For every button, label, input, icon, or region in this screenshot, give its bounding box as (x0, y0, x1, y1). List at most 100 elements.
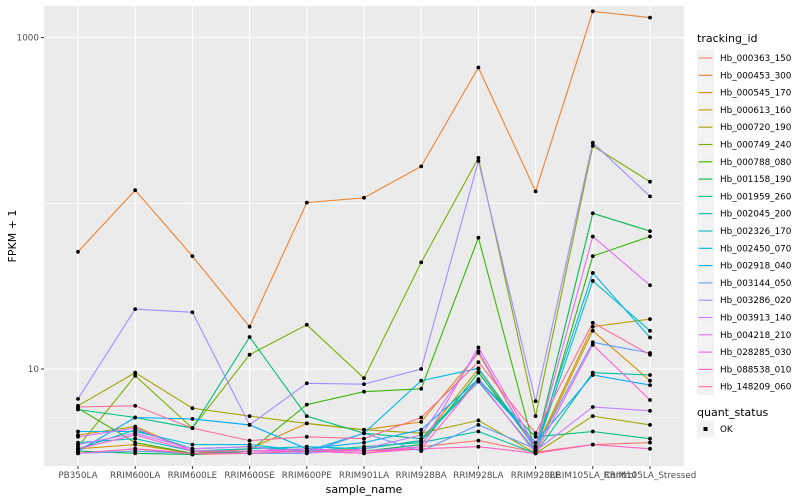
data-point (190, 417, 195, 421)
data-point (476, 235, 481, 240)
data-point (476, 429, 481, 434)
data-point (76, 249, 80, 254)
data-point (648, 15, 652, 20)
data-point (362, 427, 366, 432)
data-point (419, 420, 424, 424)
data-point (304, 434, 309, 439)
data-point (190, 254, 195, 258)
data-point (362, 195, 366, 200)
data-point (648, 398, 652, 402)
data-point (247, 352, 252, 357)
data-point (304, 421, 309, 426)
data-point (362, 436, 366, 441)
data-point (476, 370, 481, 375)
data-point (590, 254, 595, 258)
legend-item: Hb_000788_080 (697, 153, 792, 171)
x-tick-label: RRIM600SE (224, 471, 274, 481)
legend-item: Hb_002326_170 (697, 222, 792, 240)
data-point (590, 405, 595, 409)
legend-label: Hb_000749_240 (720, 141, 792, 151)
data-point (76, 446, 80, 451)
legend-label: Hb_088538_010 (720, 365, 792, 375)
legend-label: Hb_000613_160 (720, 106, 792, 116)
data-point (76, 397, 80, 401)
data-point (590, 320, 595, 325)
legend-label: Hb_003144_050 (720, 279, 792, 289)
legend-item: Hb_001959_260 (697, 187, 792, 205)
data-point (590, 9, 595, 14)
data-point (247, 451, 252, 456)
legend-label: Hb_028285_030 (720, 348, 792, 358)
legend-label: Hb_003286_020 (720, 296, 792, 306)
data-point (304, 322, 309, 327)
x-tick-label: RRIM600LE (168, 471, 218, 481)
data-point (247, 438, 252, 443)
data-point (76, 442, 80, 447)
legend-item: Hb_000363_150 (697, 49, 792, 67)
data-point (648, 352, 652, 357)
data-point (247, 414, 252, 418)
data-point (133, 440, 138, 445)
legend-item: Hb_000749_240 (697, 136, 792, 153)
data-point (590, 279, 595, 283)
data-point (590, 140, 595, 145)
data-point (304, 381, 309, 386)
data-point (362, 440, 366, 445)
data-point (419, 446, 424, 451)
data-point (648, 440, 652, 445)
legend2-title: quant_status (697, 406, 769, 419)
data-point (362, 376, 366, 381)
legend2-label: OK (720, 425, 733, 435)
data-point (648, 383, 652, 387)
data-point (590, 442, 595, 447)
data-point (476, 366, 481, 371)
x-axis-title: sample_name (326, 483, 403, 496)
data-point (476, 418, 481, 423)
legend-label: Hb_002326_170 (720, 227, 792, 237)
legend2-items: OK (697, 420, 733, 438)
data-point (419, 415, 424, 420)
data-point (476, 156, 481, 160)
legend-label: Hb_000788_080 (720, 158, 792, 168)
data-point (133, 373, 138, 378)
points-layer (76, 9, 652, 457)
data-point (247, 335, 252, 339)
legend-item: Hb_001158_190 (697, 170, 792, 188)
data-point (590, 211, 595, 216)
x-tick-label: RRIM901LA (339, 471, 389, 481)
data-point (419, 367, 424, 371)
data-point (133, 446, 138, 451)
data-point (304, 200, 309, 205)
data-point (362, 389, 366, 394)
legend-item: Hb_003913_140 (697, 309, 792, 326)
data-point (419, 260, 424, 265)
data-point (533, 451, 538, 456)
data-point (362, 449, 366, 453)
data-point (133, 426, 138, 430)
data-point (419, 164, 424, 169)
x-tick-label: RRIM105LA_Stressed (604, 471, 697, 481)
y-axis-title: FPKM + 1 (6, 210, 19, 263)
legend-item: Hb_028285_030 (697, 343, 792, 361)
x-tick-label: RRIM600PE (282, 471, 332, 481)
data-point (419, 433, 424, 437)
data-point (648, 283, 652, 288)
data-point (419, 438, 424, 443)
data-point (190, 310, 195, 315)
data-point (419, 378, 424, 383)
x-tick-label: RRIM928LA (453, 471, 503, 481)
data-point (533, 189, 538, 194)
data-point (533, 434, 538, 439)
data-point (648, 378, 652, 383)
x-tick-label: RRIM105LA_Control (550, 471, 637, 481)
data-point (133, 415, 138, 420)
data-point (648, 328, 652, 333)
legend-item: Hb_003286_020 (697, 291, 792, 309)
data-point (648, 229, 652, 234)
data-point (590, 328, 595, 333)
data-point (648, 446, 652, 451)
data-point (476, 349, 481, 354)
data-point (76, 405, 80, 409)
legend-label: Hb_000453_300 (720, 71, 792, 81)
